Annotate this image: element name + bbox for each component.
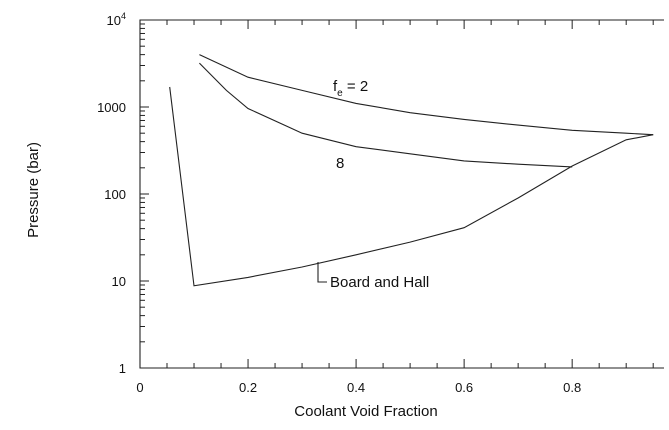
y-axis-label: Pressure (bar) bbox=[25, 142, 42, 238]
x-tick-label: 0.4 bbox=[347, 380, 365, 395]
x-tick-label: 0.2 bbox=[239, 380, 257, 395]
series-label-fe-8: 8 bbox=[336, 155, 344, 172]
x-tick-label: 0.8 bbox=[563, 380, 581, 395]
curve-board-and-hall bbox=[169, 86, 654, 287]
series-label-fe-2: fe = 2 bbox=[333, 78, 368, 99]
y-tick-label: 1 bbox=[119, 361, 126, 376]
x-axis-label: Coolant Void Fraction bbox=[294, 403, 437, 420]
series-label-board-and-hall: Board and Hall bbox=[330, 274, 429, 291]
curve-fe-8 bbox=[199, 62, 573, 168]
curve-fe-2 bbox=[199, 54, 654, 136]
x-tick-label: 0.6 bbox=[455, 380, 473, 395]
y-tick-label: 100 bbox=[104, 187, 126, 202]
y-tick-exponent: 4 bbox=[121, 11, 126, 21]
y-tick-label: 104 bbox=[107, 11, 126, 28]
plot-frame bbox=[139, 19, 664, 369]
x-tick-label: 0 bbox=[136, 380, 143, 395]
y-tick-label: 10 bbox=[112, 274, 126, 289]
board-and-hall-leader bbox=[317, 262, 327, 283]
y-tick-label: 1000 bbox=[97, 100, 126, 115]
